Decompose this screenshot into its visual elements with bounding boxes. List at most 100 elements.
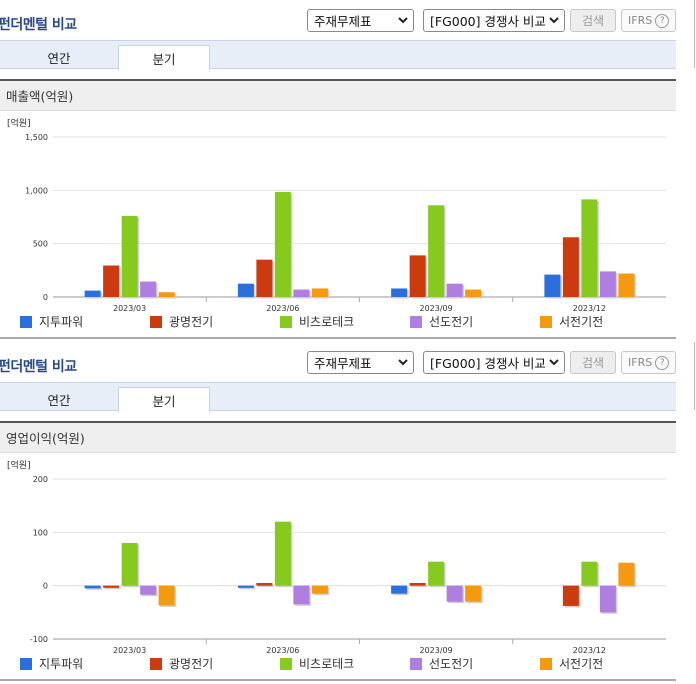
legend-item: 선도전기 (410, 655, 473, 672)
select-value: [FG000] 경쟁사 비교 (430, 14, 546, 29)
bar (562, 585, 579, 606)
y-tick-label: 1,500 (25, 133, 48, 142)
chevron-down-icon (398, 359, 408, 366)
legend-label: 광명전기 (169, 315, 214, 329)
legend-item: 광명전기 (150, 313, 213, 330)
y-tick-label: 1,000 (25, 186, 48, 195)
legend-label: 광명전기 (169, 657, 214, 671)
legend-label: 선도전기 (429, 315, 474, 329)
bar (409, 255, 426, 297)
x-tick-label: 2023/12 (573, 646, 606, 655)
bar (237, 585, 254, 588)
bar (256, 259, 273, 297)
legend-item: 비츠로테크 (280, 655, 354, 672)
y-tick-label: 0 (43, 582, 48, 591)
bar (121, 215, 138, 297)
legend-swatch (150, 657, 162, 670)
chart-legend: 지투파워 광명전기 비츠로테크 선도전기 서전기전 (0, 313, 676, 329)
bar (84, 290, 101, 297)
legend-item: 선도전기 (410, 313, 473, 330)
bar (391, 585, 408, 594)
y-tick-label: 500 (33, 240, 48, 249)
section-title: 영업이익(억원) (0, 421, 676, 453)
legend-item: 서전기전 (540, 655, 603, 672)
revenue-bar-chart: [억원] 0 500 1,000 1,500 2023/03 2023/06 2023/09 2… (7, 117, 666, 313)
peer-group-select[interactable]: [FG000] 경쟁사 비교 (423, 9, 565, 32)
x-tick-label: 2023/03 (113, 304, 146, 313)
bar (256, 583, 273, 586)
tab-quarterly[interactable]: 분기 (118, 387, 210, 413)
bar-shadow (257, 584, 274, 588)
peer-group-select[interactable]: [FG000] 경쟁사 비교 (423, 351, 565, 374)
financial-statement-select[interactable]: 주재무제표 (307, 9, 414, 32)
bar (465, 289, 482, 297)
fundamental-panel-revenue: 펀더멘털 비교 주재무제표 [FG000] 경쟁사 비교 검색 IFRS ? 연… (0, 0, 695, 339)
bar (581, 561, 598, 586)
bar (274, 521, 291, 586)
legend-swatch (150, 315, 162, 328)
panel-title: 펀더멘털 비교 (0, 359, 77, 375)
x-tick-label: 2023/09 (420, 304, 453, 313)
bar (311, 585, 328, 594)
legend-swatch (540, 657, 552, 670)
tab-annual[interactable]: 연간 (47, 393, 71, 408)
panel-title: 펀더멘털 비교 (0, 17, 77, 33)
legend-swatch (280, 315, 292, 328)
bar (618, 273, 635, 297)
legend-swatch (20, 657, 32, 670)
bar (158, 292, 175, 297)
legend-item: 서전기전 (540, 313, 603, 330)
bar (140, 281, 157, 297)
divider (0, 337, 676, 339)
legend-swatch (410, 315, 422, 328)
bar (103, 585, 120, 588)
ifrs-label: IFRS (628, 356, 653, 369)
bar (599, 585, 616, 613)
bar (544, 274, 561, 297)
bar-shadow (411, 584, 428, 588)
bar (311, 288, 328, 297)
unit-label: [억원] (7, 459, 31, 471)
bar-shadow (104, 587, 121, 590)
legend-swatch (20, 315, 32, 328)
x-tick-label: 2023/06 (266, 646, 299, 655)
legend-item: 지투파워 (20, 313, 83, 330)
divider (694, 342, 695, 410)
financial-statement-select[interactable]: 주재무제표 (307, 351, 414, 374)
bar (293, 289, 310, 297)
bar (446, 283, 463, 297)
bar (409, 583, 426, 586)
divider (0, 679, 676, 681)
x-tick-label: 2023/03 (113, 646, 146, 655)
operating-profit-bar-chart: [억원] -100 0 100 200 2023/03 2023/06 2023/09 2023… (7, 459, 666, 655)
question-icon: ? (655, 355, 670, 370)
select-value: 주재무제표 (314, 14, 372, 29)
tab-annual[interactable]: 연간 (47, 51, 71, 66)
ifrs-help-button[interactable]: IFRS ? (621, 9, 676, 32)
section-title: 매출액(억원) (0, 79, 676, 111)
bar (599, 271, 616, 297)
tab-quarterly[interactable]: 분기 (118, 45, 210, 71)
y-tick-label: 0 (43, 293, 48, 302)
search-button[interactable]: 검색 (570, 351, 616, 374)
legend-swatch (540, 315, 552, 328)
period-tabs: 연간 분기 (0, 40, 676, 71)
bar (581, 199, 598, 297)
chevron-down-icon (398, 17, 408, 24)
bar-shadow (86, 587, 103, 590)
chevron-down-icon (549, 359, 559, 366)
question-icon: ? (655, 13, 670, 28)
bar (103, 265, 120, 297)
legend-label: 선도전기 (429, 657, 474, 671)
bar (465, 585, 482, 602)
bar (562, 237, 579, 297)
chart-legend: 지투파워 광명전기 비츠로테크 선도전기 서전기전 (0, 655, 676, 671)
ifrs-help-button[interactable]: IFRS ? (621, 351, 676, 374)
fundamental-panel-operating-profit: 펀더멘털 비교 주재무제표 [FG000] 경쟁사 비교 검색 IFRS ? 연… (0, 342, 696, 684)
bar (158, 585, 175, 606)
legend-label: 비츠로테크 (299, 657, 355, 671)
search-button[interactable]: 검색 (570, 9, 616, 32)
divider (694, 0, 695, 68)
bar (84, 585, 101, 589)
bar (237, 283, 254, 297)
